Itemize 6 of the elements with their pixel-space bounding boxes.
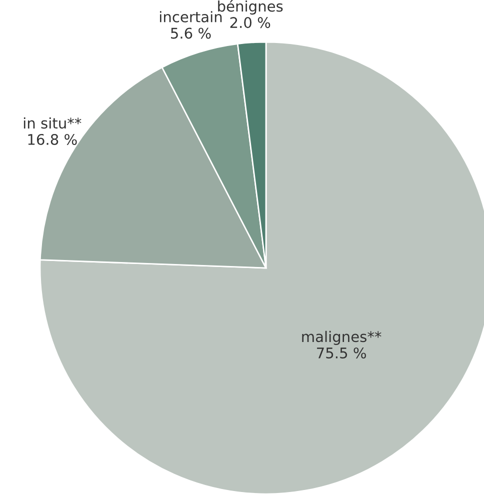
data-label: 2.0 % [230, 17, 270, 28]
data-label: 16.8 % [28, 134, 77, 145]
data-label: 75.5 % [317, 347, 366, 358]
data-label: 5.6 % [171, 28, 211, 39]
slice-label: in situ** [24, 117, 82, 129]
slice-label: malignes** [302, 330, 382, 345]
